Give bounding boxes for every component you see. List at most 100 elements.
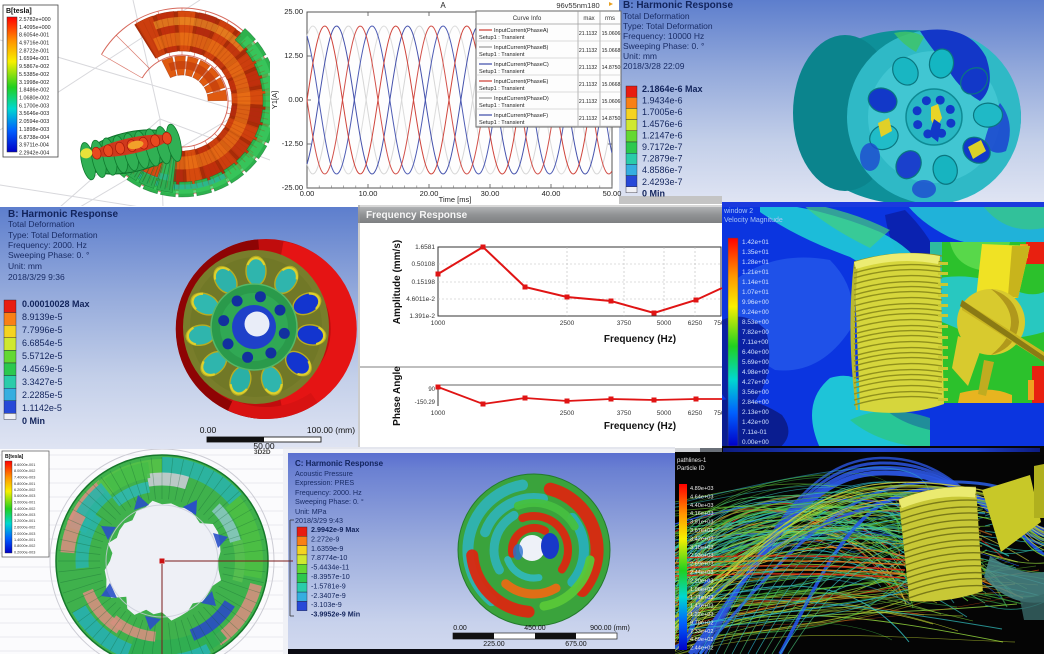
svg-text:7.82e+00: 7.82e+00 [742, 329, 769, 336]
svg-text:B[tesla]: B[tesla] [5, 454, 24, 460]
svg-text:Frequency: 10000 Hz: Frequency: 10000 Hz [623, 31, 704, 41]
svg-text:1.6581: 1.6581 [415, 244, 435, 251]
svg-text:InputCurrent(PhaseC): InputCurrent(PhaseC) [494, 62, 549, 68]
svg-text:1.4000e-001: 1.4000e-001 [14, 538, 35, 542]
svg-text:4.89e+03: 4.89e+03 [690, 486, 714, 492]
svg-text:2.6000e-002: 2.6000e-002 [14, 526, 35, 530]
svg-text:InputCurrent(PhaseA): InputCurrent(PhaseA) [494, 28, 549, 34]
svg-text:InputCurrent(PhaseE): InputCurrent(PhaseE) [494, 79, 549, 85]
svg-text:1.0680e-002: 1.0680e-002 [19, 96, 49, 102]
svg-text:7.2879e-7: 7.2879e-7 [642, 154, 683, 164]
svg-text:4.27e+00: 4.27e+00 [742, 379, 769, 386]
svg-text:-1.5781e-9: -1.5781e-9 [311, 581, 346, 590]
svg-text:Acoustic Pressure: Acoustic Pressure [295, 469, 353, 478]
svg-text:20.00: 20.00 [420, 189, 439, 198]
svg-text:1.42e+00: 1.42e+00 [742, 419, 769, 426]
svg-text:7.33e+02: 7.33e+02 [690, 629, 714, 635]
svg-text:6.6854e-5: 6.6854e-5 [22, 338, 63, 348]
svg-text:-3.103e-9: -3.103e-9 [311, 600, 342, 609]
svg-text:Frequency: 2000. Hz: Frequency: 2000. Hz [8, 240, 87, 250]
svg-text:1.14e+01: 1.14e+01 [742, 279, 769, 286]
svg-text:2500: 2500 [560, 320, 575, 327]
svg-text:8.0000e-002: 8.0000e-002 [14, 469, 35, 473]
svg-text:8.9139e-5: 8.9139e-5 [22, 312, 63, 322]
svg-text:2.2942e-004: 2.2942e-004 [19, 150, 49, 156]
svg-text:1.96e+03: 1.96e+03 [690, 587, 714, 593]
svg-text:B[tesla]: B[tesla] [6, 8, 32, 15]
svg-text:Frequency: 2000. Hz: Frequency: 2000. Hz [295, 488, 362, 497]
svg-text:1.42e+01: 1.42e+01 [742, 239, 769, 246]
svg-text:7.11e-01: 7.11e-01 [742, 429, 767, 436]
svg-text:1.2147e-6: 1.2147e-6 [642, 130, 683, 140]
svg-text:450.00: 450.00 [524, 625, 546, 632]
svg-text:50.00: 50.00 [603, 189, 622, 198]
svg-text:-150.29: -150.29 [415, 400, 436, 406]
svg-text:2.4293e-7: 2.4293e-7 [642, 177, 683, 187]
svg-text:1.71e+03: 1.71e+03 [690, 595, 714, 601]
svg-text:2.9942e-9 Max: 2.9942e-9 Max [311, 525, 359, 534]
svg-text:21.1132: 21.1132 [579, 31, 597, 37]
svg-text:9.96e+00: 9.96e+00 [742, 299, 769, 306]
svg-text:1.1142e-5: 1.1142e-5 [22, 403, 62, 413]
svg-text:Type: Total Deformation: Type: Total Deformation [8, 230, 98, 240]
svg-text:Total Deformation: Total Deformation [623, 11, 690, 21]
svg-text:7.4000e-003: 7.4000e-003 [14, 476, 35, 480]
svg-text:Unit: mm: Unit: mm [623, 51, 657, 61]
svg-text:5000: 5000 [657, 320, 672, 327]
svg-text:Y1[A]: Y1[A] [270, 91, 279, 109]
svg-text:InputCurrent(PhaseF): InputCurrent(PhaseF) [494, 113, 548, 119]
svg-text:0.00: 0.00 [300, 189, 315, 198]
svg-text:12.50: 12.50 [284, 51, 303, 60]
svg-text:0.2000e-003: 0.2000e-003 [14, 551, 35, 555]
svg-text:3.1998e-002: 3.1998e-002 [19, 80, 49, 86]
svg-text:C: Harmonic Response: C: Harmonic Response [295, 459, 384, 468]
svg-text:B: Harmonic Response: B: Harmonic Response [8, 209, 118, 220]
svg-text:14.8750: 14.8750 [602, 65, 621, 71]
svg-text:675.00: 675.00 [565, 641, 587, 648]
svg-text:15.0606: 15.0606 [602, 99, 621, 105]
svg-text:2.8722e-001: 2.8722e-001 [19, 48, 49, 54]
svg-text:Frequency (Hz): Frequency (Hz) [604, 421, 676, 432]
svg-text:InputCurrent(PhaseD): InputCurrent(PhaseD) [494, 96, 549, 102]
svg-text:-12.50: -12.50 [282, 139, 303, 148]
svg-text:1.07e+01: 1.07e+01 [742, 289, 769, 296]
svg-text:225.00: 225.00 [483, 641, 505, 648]
svg-text:Expression: PRES: Expression: PRES [295, 478, 354, 487]
svg-text:Sweeping Phase: 0. °: Sweeping Phase: 0. ° [8, 250, 89, 260]
svg-text:0.00010028 Max: 0.00010028 Max [22, 299, 90, 309]
svg-text:6.8000e-001: 6.8000e-001 [14, 482, 35, 486]
svg-text:10.00: 10.00 [359, 189, 378, 198]
svg-text:8.6054e-001: 8.6054e-001 [19, 33, 49, 39]
svg-text:0 Min: 0 Min [22, 416, 45, 426]
svg-text:21.1132: 21.1132 [579, 99, 597, 105]
svg-text:7.11e+00: 7.11e+00 [742, 339, 769, 346]
svg-text:3.18e+03: 3.18e+03 [690, 545, 714, 551]
svg-text:Type: Total Deformation: Type: Total Deformation [623, 21, 713, 31]
svg-text:15.0668: 15.0668 [602, 48, 621, 54]
svg-text:Setup1 : Transient: Setup1 : Transient [479, 69, 525, 75]
svg-text:21.1132: 21.1132 [579, 65, 597, 71]
svg-text:2.20e+03: 2.20e+03 [690, 578, 714, 584]
svg-text:7.8774e-10: 7.8774e-10 [311, 553, 347, 562]
svg-text:7500: 7500 [714, 320, 729, 327]
svg-text:1.8486e-002: 1.8486e-002 [19, 88, 49, 94]
svg-text:2.84e+00: 2.84e+00 [742, 399, 769, 406]
svg-text:0.00: 0.00 [453, 625, 467, 632]
svg-text:Curve Info: Curve Info [513, 15, 542, 22]
svg-text:5.69e+00: 5.69e+00 [742, 359, 769, 366]
svg-text:1.4095e+000: 1.4095e+000 [19, 25, 51, 31]
svg-text:6.2000e-002: 6.2000e-002 [14, 488, 35, 492]
svg-text:6250: 6250 [688, 320, 703, 327]
svg-text:1.21e+01: 1.21e+01 [742, 269, 769, 276]
svg-text:4.16e+03: 4.16e+03 [690, 511, 714, 517]
svg-text:Setup1 : Transient: Setup1 : Transient [479, 103, 525, 109]
svg-text:-5.4434e-11: -5.4434e-11 [311, 563, 349, 572]
svg-text:9.7172e-7: 9.7172e-7 [642, 142, 683, 152]
svg-text:0.00: 0.00 [288, 95, 303, 104]
svg-text:3.67e+03: 3.67e+03 [690, 528, 714, 534]
svg-text:3.8000e-003: 3.8000e-003 [14, 513, 35, 517]
svg-text:1.7005e-6: 1.7005e-6 [642, 107, 683, 117]
svg-text:0.50108: 0.50108 [412, 261, 436, 268]
svg-text:21.1132: 21.1132 [579, 82, 597, 88]
svg-text:Frequency (Hz): Frequency (Hz) [604, 334, 676, 345]
